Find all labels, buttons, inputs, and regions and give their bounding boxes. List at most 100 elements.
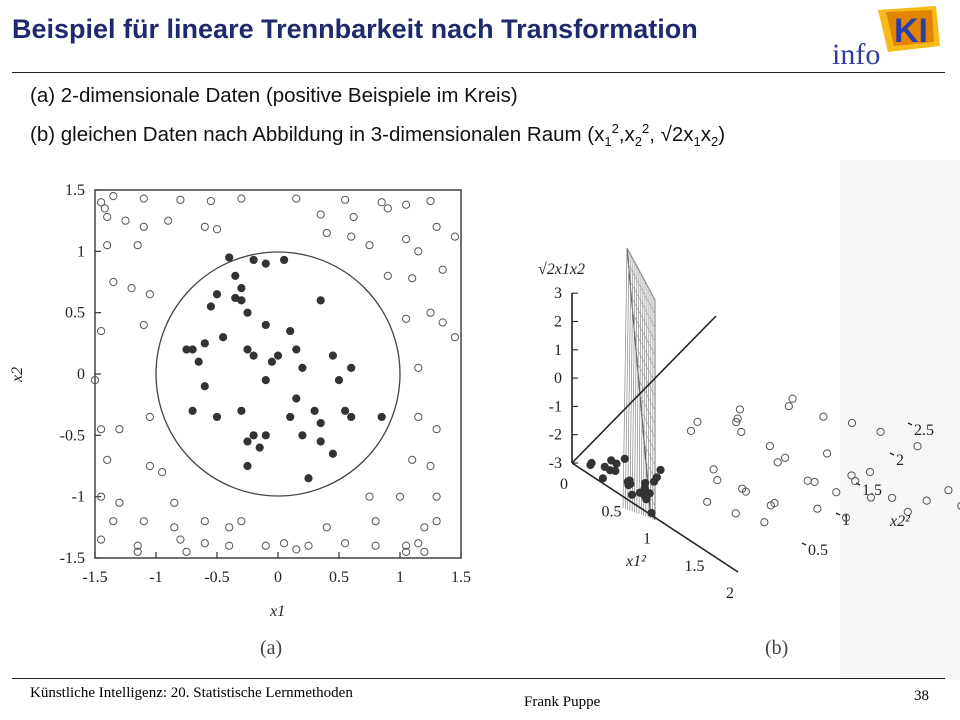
panel-a-negative-point — [145, 290, 154, 299]
panel-b-vtick-label: -2 — [549, 427, 562, 444]
panel-a-negative-point — [121, 216, 130, 225]
panel-b-positive-point — [647, 508, 656, 518]
panel-a-negative-point — [450, 333, 459, 342]
panel-a-negative-point — [371, 517, 380, 526]
panel-a-xtick-label: 0 — [274, 569, 282, 586]
caption-a: (a) 2-dimensionale Daten (positive Beisp… — [30, 84, 518, 107]
panel-a-positive-point — [249, 431, 258, 440]
plane-grid-line — [635, 346, 656, 383]
panel-a-positive-point — [304, 474, 313, 483]
panel-a-positive-point — [219, 333, 228, 342]
panel-a-ytick-label: -1 — [72, 489, 85, 506]
panel-b-negative-point — [810, 477, 819, 486]
panel-a-positive-point — [243, 437, 252, 446]
panel-a-points — [90, 192, 459, 556]
panel-a-negative-point — [206, 196, 215, 206]
panel-b-negative-point — [788, 394, 797, 403]
panel-a-positive-point — [347, 412, 356, 422]
panel-b-negative-point — [766, 501, 775, 510]
panel-a-negative-point — [365, 492, 374, 501]
panel-a-decision-circle — [155, 251, 401, 497]
panel-a-positive-point — [298, 431, 307, 440]
plane-grid-line — [643, 281, 646, 516]
panel-a-xlabel: x1 — [269, 603, 285, 620]
panel-b-negative-point — [851, 476, 860, 486]
plane-grid-line — [624, 251, 630, 509]
scan-bleed-through — [840, 160, 960, 680]
panel-b-positive-point — [656, 465, 665, 475]
panel-a-negative-point — [261, 541, 270, 550]
panel-a-positive-point — [310, 406, 319, 415]
plane-grid-line — [631, 296, 656, 342]
panel-a-xtick-label: 1.5 — [451, 569, 471, 586]
panel-a-negative-point — [420, 547, 429, 556]
panel-a-negative-point — [438, 318, 447, 327]
panel-a-negative-point — [115, 498, 124, 507]
panel-b-negative-point — [888, 493, 897, 503]
panel-a-negative-point — [97, 326, 106, 336]
panel-b-negative-point — [709, 465, 718, 474]
panel-a-positive-point — [188, 406, 197, 415]
panel-a-positive-point — [292, 394, 301, 403]
panel-b-positive-point — [586, 460, 595, 470]
panel-a-negative-point — [109, 192, 118, 201]
panel-a-positive-point — [316, 296, 325, 305]
panel-a-positive-point — [237, 406, 246, 415]
panel-a-negative-point — [225, 541, 234, 550]
panel-a-positive-point — [261, 320, 270, 330]
panel-a-positive-point — [249, 255, 258, 265]
logo-mark-inner — [886, 10, 934, 46]
panel-a-xtick-label: -1.5 — [82, 569, 107, 586]
footer-divider — [12, 678, 945, 679]
panel-a-positive-point — [212, 290, 222, 299]
panel-a-positive-point — [292, 345, 301, 354]
panel-a-negative-point — [170, 523, 179, 532]
panel-a-negative-point — [438, 265, 447, 274]
panel-a-negative-point — [97, 425, 106, 434]
panel-a-negative-point — [90, 376, 100, 385]
panel-a-positive-point — [243, 345, 252, 354]
panel-a-negative-point — [395, 492, 405, 501]
panel-a-positive-point — [316, 418, 325, 428]
panel-a-negative-point — [97, 535, 106, 544]
panel-b-positive-point — [627, 490, 637, 499]
panel-b-vertical-label: √2x1x2 — [538, 261, 585, 278]
panel-a-label: (a) — [260, 637, 282, 659]
panel-b-negative-point — [813, 504, 822, 513]
panel-a-negative-point — [402, 547, 411, 556]
panel-b-ytick-mark — [801, 542, 807, 546]
plane-grid-line — [636, 270, 640, 514]
panel-a-negative-point — [414, 539, 423, 548]
panel-a-negative-point — [426, 308, 435, 317]
panel-b-label: (b) — [765, 637, 788, 659]
plane-grid-line — [633, 329, 656, 369]
plane-grid-line — [646, 477, 656, 493]
panel-a-negative-point — [280, 539, 289, 548]
panel-a-negative-point — [377, 198, 386, 207]
plane-grid-line — [627, 255, 632, 510]
panel-b-xtick-label: 1.5 — [685, 558, 705, 575]
panel-a-positive-point — [206, 302, 215, 311]
panel-b-negative-point — [781, 453, 790, 462]
plane-grid-line — [628, 264, 656, 314]
panel-a-negative-point — [170, 498, 179, 507]
panel-a-negative-point — [341, 539, 350, 548]
panel-b-positive-point — [598, 474, 608, 483]
panel-a-plot: -1.5 -1 -0.5 0 0.5 1 1.51.510.50-0.5-1-1.5 x1 … — [9, 182, 471, 659]
panel-a-positive-point — [261, 431, 270, 440]
panel-a-ytick-label: 0 — [77, 366, 85, 383]
plane-grid-line — [622, 247, 628, 509]
panel-b-x-label: x1² — [625, 553, 647, 570]
panel-b-ytick-mark — [855, 482, 861, 486]
panel-b-ytick-label: 0.5 — [808, 542, 828, 559]
infoki-logo: KI info — [832, 6, 940, 70]
panel-a-negative-point — [158, 468, 167, 477]
panel-a-negative-point — [432, 517, 441, 526]
panel-b-negative-point — [819, 412, 828, 421]
panel-a-negative-point — [139, 222, 148, 231]
panel-a-negative-point — [176, 535, 185, 544]
panel-a-negative-point — [347, 232, 356, 241]
panel-a-negative-point — [164, 216, 173, 225]
panel-b-negative-point — [737, 427, 746, 437]
plane-grid-line — [632, 313, 656, 356]
